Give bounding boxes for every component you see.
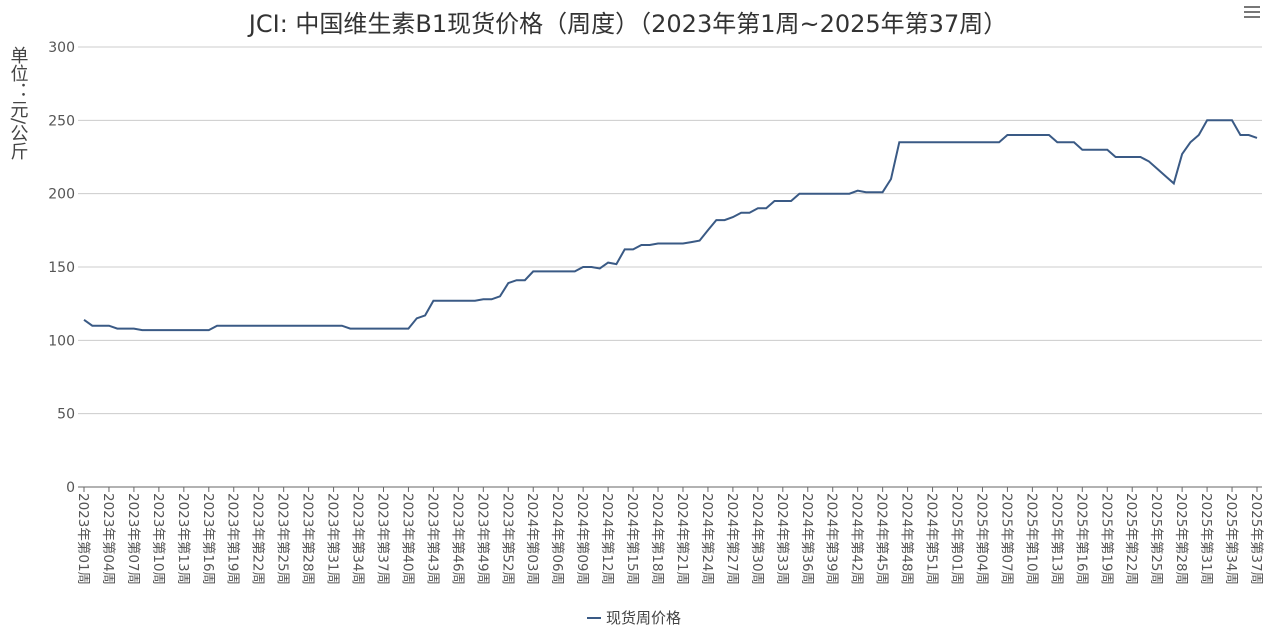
y-tick-label: 150 [48, 260, 75, 276]
x-tick-label: 2025年第01周 [949, 493, 966, 585]
x-tick-label: 2023年第43周 [424, 493, 441, 585]
x-tick-label: 2025年第13周 [1048, 493, 1065, 585]
chart-title: JCI: 中国维生素B1现货价格（周度）（2023年第1周~2025年第37周） [247, 10, 1007, 38]
x-tick-label: 2025年第10周 [1023, 493, 1040, 585]
y-tick-label: 0 [66, 480, 75, 496]
y-tick-label: 250 [48, 113, 75, 129]
x-tick-label: 2024年第36周 [799, 493, 816, 585]
x-tick-label: 2025年第34周 [1223, 493, 1240, 585]
x-tick-label: 2023年第49周 [474, 493, 491, 585]
legend-label: 现货周价格 [606, 609, 681, 627]
series-line [83, 119, 1258, 332]
x-tick-label: 2025年第19周 [1098, 493, 1115, 585]
x-tick-label: 2024年第06周 [549, 493, 566, 585]
x-tick-label: 2023年第34周 [350, 493, 367, 585]
x-tick-label: 2025年第07周 [998, 493, 1015, 585]
x-tick-label: 2023年第46周 [449, 493, 466, 585]
x-tick-label: 2023年第28周 [300, 493, 317, 585]
x-tick-label: 2025年第25周 [1148, 493, 1165, 585]
x-tick-label: 2025年第04周 [973, 493, 990, 585]
x-tick-label: 2023年第22周 [250, 493, 267, 585]
x-tick-label: 2024年第21周 [674, 493, 691, 585]
x-tick-label: 2024年第48周 [899, 493, 916, 585]
x-tick-label: 2024年第45周 [874, 493, 891, 585]
x-tick-label: 2024年第09周 [574, 493, 591, 585]
x-tick-label: 2023年第52周 [499, 493, 516, 585]
x-tick-label: 2024年第15周 [624, 493, 641, 585]
x-tick-label: 2025年第16周 [1073, 493, 1090, 585]
x-tick-label: 2023年第40周 [399, 493, 416, 585]
x-tick-label: 2024年第12周 [599, 493, 616, 585]
x-tick-label: 2023年第10周 [150, 493, 167, 585]
x-tick-label: 2025年第31周 [1198, 493, 1215, 585]
y-tick-label: 200 [48, 187, 75, 203]
x-tick-label: 2023年第07周 [125, 493, 142, 585]
y-tick-label: 100 [48, 333, 75, 349]
x-tick-label: 2024年第24周 [699, 493, 716, 585]
x-tick-label: 2023年第19周 [225, 493, 242, 585]
x-tick-label: 2023年第16周 [200, 493, 217, 585]
x-tick-label: 2023年第31周 [325, 493, 342, 585]
x-tick-label: 2024年第51周 [924, 493, 941, 585]
x-tick-label: 2023年第04周 [100, 493, 117, 585]
menu-icon[interactable] [1244, 6, 1260, 18]
x-tick-label: 2024年第30周 [749, 493, 766, 585]
x-tick-label: 2024年第39周 [824, 493, 841, 585]
y-axis-label: 单位：元/公斤 [8, 46, 29, 160]
x-tick-label: 2023年第37周 [374, 493, 391, 585]
x-tick-label: 2024年第42周 [849, 493, 866, 585]
x-tick-label: 2024年第18周 [649, 493, 666, 585]
x-tick-label: 2025年第37周 [1248, 493, 1265, 585]
x-tick-label: 2025年第22周 [1123, 493, 1140, 585]
x-tick-label: 2023年第25周 [275, 493, 292, 585]
x-tick-label: 2024年第33周 [774, 493, 791, 585]
x-tick-label: 2024年第03周 [524, 493, 541, 585]
x-tick-label: 2025年第28周 [1173, 493, 1190, 585]
y-tick-label: 300 [48, 40, 75, 56]
y-tick-label: 50 [57, 407, 75, 423]
x-tick-label: 2024年第27周 [724, 493, 741, 585]
x-tick-label: 2023年第13周 [175, 493, 192, 585]
x-tick-label: 2023年第01周 [75, 493, 92, 585]
